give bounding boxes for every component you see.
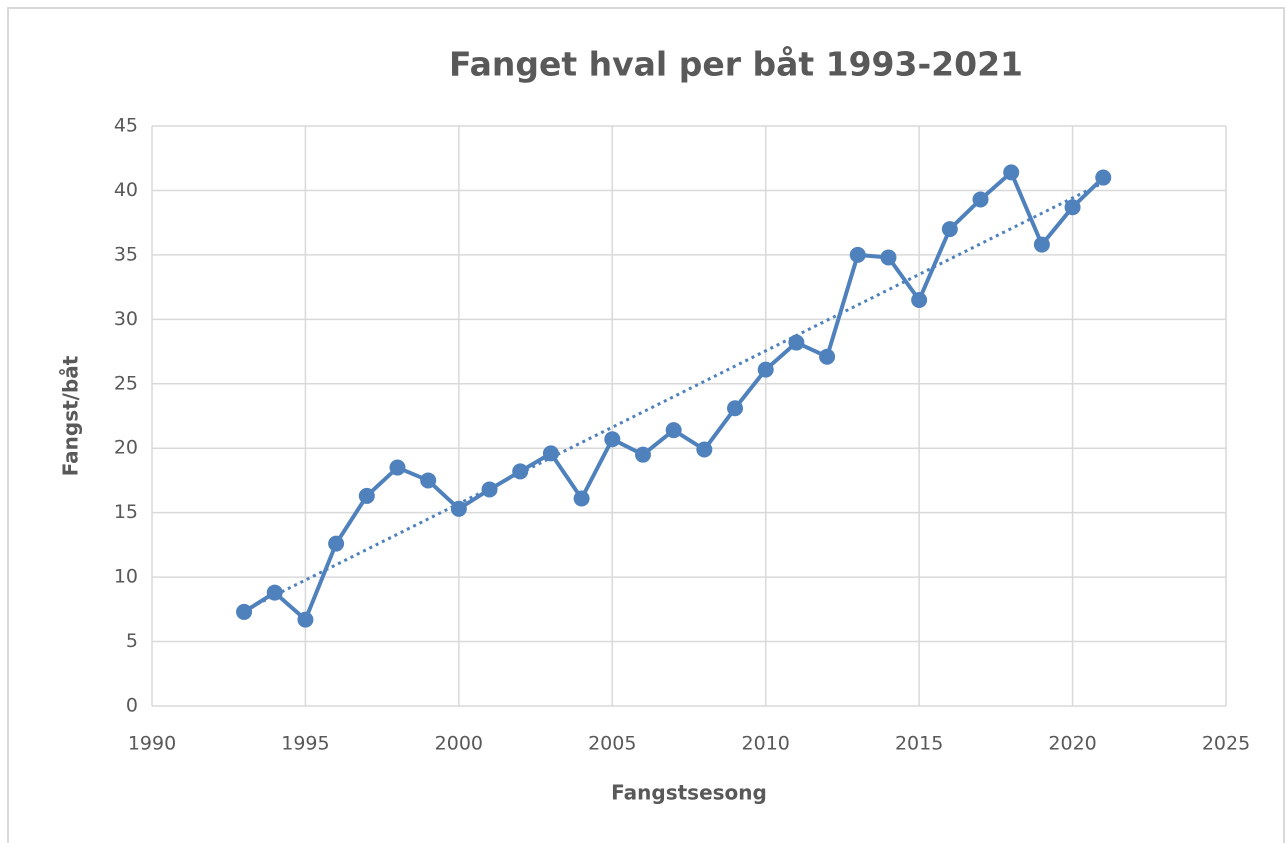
data-point [420, 472, 437, 489]
data-point [450, 500, 467, 517]
data-point [297, 611, 314, 628]
data-point [358, 487, 375, 504]
data-point [542, 445, 559, 462]
x-tick-label: 2015 [895, 733, 943, 755]
data-point [328, 535, 345, 552]
data-point [819, 348, 836, 365]
data-point [1033, 236, 1050, 253]
y-tick-label: 25 [114, 372, 138, 394]
data-point [727, 400, 744, 417]
x-tick-label: 1990 [128, 733, 176, 755]
data-point [880, 249, 897, 266]
y-tick-label: 30 [114, 308, 138, 330]
data-point [911, 292, 928, 308]
data-point [941, 221, 958, 238]
x-tick-label: 1995 [281, 733, 329, 755]
data-point [236, 603, 253, 620]
y-tick-label: 0 [126, 695, 138, 717]
y-tick-label: 35 [114, 243, 138, 265]
y-axis-title: Fangst/båt [59, 355, 83, 476]
data-point [1095, 169, 1112, 186]
data-point [573, 490, 590, 507]
y-tick-label: 20 [114, 437, 138, 459]
data-point [634, 446, 651, 463]
x-axis-title: Fangstsesong [611, 781, 767, 805]
data-point [972, 191, 989, 208]
data-point [1064, 199, 1081, 216]
chart-frame [7, 7, 1285, 843]
y-tick-label: 15 [114, 501, 138, 523]
data-point [481, 481, 498, 498]
y-tick-label: 45 [114, 115, 138, 137]
data-point [696, 441, 713, 458]
x-tick-label: 2025 [1202, 733, 1250, 755]
x-tick-label: 2020 [1048, 733, 1096, 755]
data-point [757, 361, 774, 378]
x-tick-label: 2005 [588, 733, 636, 755]
data-point [604, 431, 621, 448]
data-point [1003, 164, 1020, 181]
trendline [243, 181, 1104, 612]
data-point [512, 463, 529, 480]
y-tick-label: 5 [126, 630, 138, 652]
data-point [266, 584, 283, 601]
data-point [788, 334, 805, 351]
data-point [665, 422, 682, 439]
chart-title: Fanget hval per båt 1993-2021 [449, 45, 1023, 84]
x-tick-label: 2000 [435, 733, 483, 755]
y-tick-label: 10 [114, 566, 138, 588]
data-point [389, 459, 406, 476]
y-tick-label: 40 [114, 179, 138, 201]
x-tick-label: 2010 [742, 733, 790, 755]
data-point [849, 246, 866, 263]
